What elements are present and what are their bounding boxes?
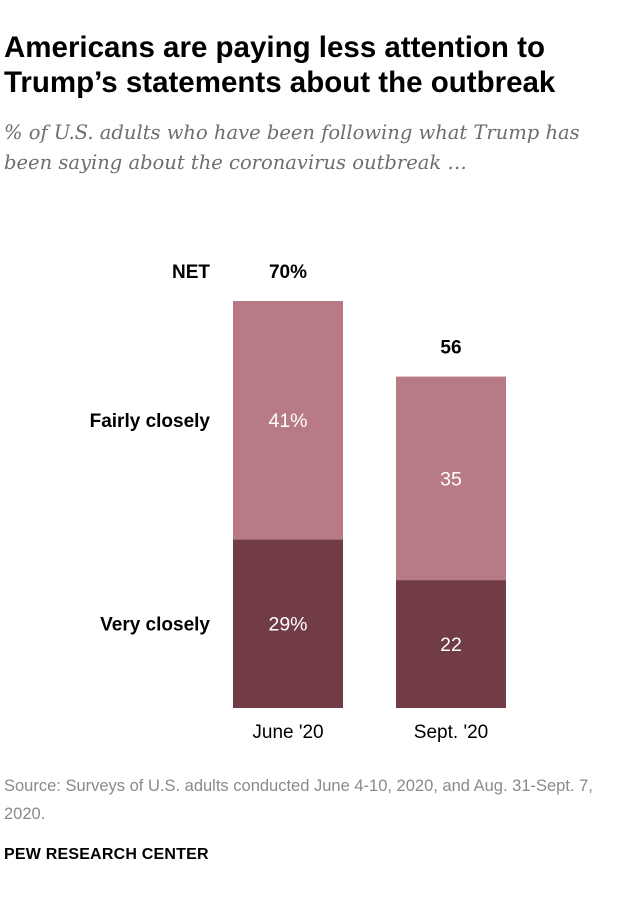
series-label-very-closely: Very closely (100, 615, 210, 636)
data-label-very-closely-june-20: 29% (268, 614, 307, 636)
series-label-fairly-closely: Fairly closely (90, 411, 211, 432)
bar-fairly-closely-june-20 (233, 301, 343, 540)
net-row-label: NET (172, 262, 210, 283)
bar-very-closely-sept-20 (396, 580, 506, 708)
brand-label: PEW RESEARCH CENTER (4, 846, 209, 863)
net-label-june-20: 70% (269, 262, 307, 283)
source-note: Source: Surveys of U.S. adults conducted… (4, 777, 593, 823)
data-label-very-closely-sept-20: 22 (440, 634, 462, 656)
data-label-fairly-closely-sept-20: 35 (440, 468, 462, 490)
bar-very-closely-june-20 (233, 539, 343, 708)
net-label-sept-20: 56 (440, 338, 461, 359)
stacked-bar-chart: 29% 41% 70% June '20 22 35 56 Sept. '20 NET Very … (90, 262, 506, 743)
data-label-fairly-closely-june-20: 41% (268, 410, 307, 432)
category-label-sept-20: Sept. '20 (414, 722, 488, 743)
bar-fairly-closely-sept-20 (396, 376, 506, 581)
chart-subtitle: % of U.S. adults who have been following… (4, 121, 580, 174)
category-label-june-20: June '20 (252, 722, 323, 743)
chart-title: Americans are paying less attention to T… (4, 31, 556, 99)
